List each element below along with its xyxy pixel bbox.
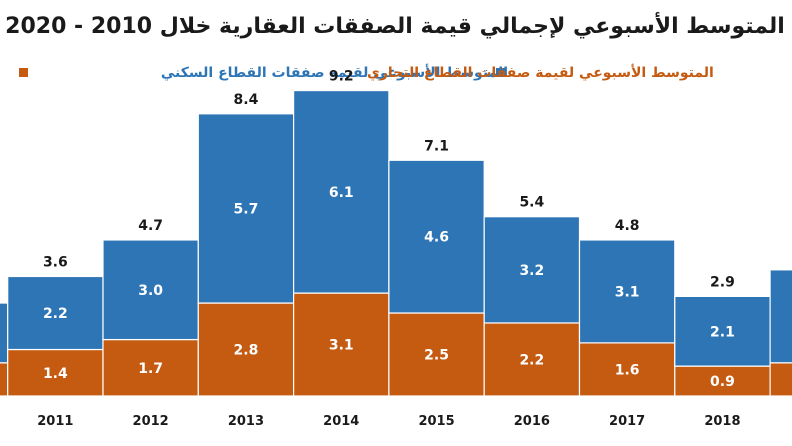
label-residential-2011: 2.2: [43, 306, 68, 322]
bars: [0, 89, 792, 397]
bar-residential-2014: [293, 89, 390, 294]
label-total-2014: 9.2: [329, 69, 354, 85]
x-tick-2011: 2011: [37, 414, 73, 429]
label-total-2016: 5.4: [519, 195, 544, 211]
bar-residential-2012: [102, 239, 199, 341]
label-total-2018: 2.9: [710, 274, 735, 290]
label-commercial-2015: 2.5: [424, 348, 449, 364]
label-residential-2018: 2.1: [710, 324, 735, 340]
legend-swatch-commercial: [19, 68, 28, 77]
label-total-2012: 4.7: [138, 218, 163, 234]
legend-swatch-residential: [496, 68, 505, 77]
label-total-2017: 4.8: [615, 218, 640, 234]
label-residential-2017: 3.1: [615, 284, 640, 300]
label-commercial-2011: 1.4: [43, 366, 68, 382]
bar-commercial-2014: [293, 292, 390, 397]
label-residential-2012: 3.0: [138, 283, 163, 299]
bar-residential-2015: [388, 159, 485, 314]
x-tick-2016: 2016: [514, 414, 550, 429]
x-tick-2014: 2014: [323, 414, 359, 429]
bar-residential-2018: [674, 295, 771, 367]
legend: المتوسط الأسبوعي لقيمة صفقات القطاع السك…: [19, 64, 714, 82]
label-total-2013: 8.4: [234, 92, 259, 108]
bar-commercial-2012: [102, 338, 199, 397]
bar-commercial-2010: [0, 362, 9, 397]
bar-residential-2019: [769, 269, 792, 364]
chart-title: المتوسط الأسبوعي لإجمالي قيمة الصفقات ال…: [5, 11, 785, 39]
label-commercial-2018: 0.9: [710, 374, 735, 390]
bar-commercial-2017: [578, 342, 676, 397]
bar-commercial-2018: [674, 365, 771, 397]
data-labels: 1.4 2.2 3.6 1.7 3.0 4.7 2.8 5.7 8.4 3.1 6.1 9.2 2.5 4…: [43, 69, 735, 391]
label-residential-2013: 5.7: [234, 201, 259, 217]
label-commercial-2014: 3.1: [329, 338, 354, 354]
label-residential-2014: 6.1: [329, 185, 354, 201]
label-commercial-2012: 1.7: [138, 361, 163, 377]
bar-residential-2011: [7, 275, 104, 351]
bar-residential-2010: [0, 302, 9, 364]
bar-commercial-2016: [483, 322, 581, 397]
label-residential-2015: 4.6: [424, 230, 449, 246]
label-total-2015: 7.1: [424, 138, 449, 154]
bar-commercial-2015: [388, 312, 485, 397]
x-tick-2013: 2013: [228, 414, 264, 429]
bar-residential-2016: [483, 216, 581, 324]
bar-commercial-2011: [7, 348, 104, 397]
label-commercial-2016: 2.2: [519, 352, 544, 368]
label-total-2011: 3.6: [43, 254, 68, 270]
x-tick-2018: 2018: [704, 414, 740, 429]
bar-residential-2017: [578, 239, 676, 344]
bar-commercial-2019: [769, 362, 792, 397]
bar-residential-2013: [197, 113, 295, 304]
label-residential-2016: 3.2: [519, 263, 544, 279]
x-axis: 2011 2012 2013 2014 2015 2016 2017 2018: [37, 414, 740, 429]
legend-label-residential: المتوسط الأسبوعي لقيمة صفقات القطاع السك…: [161, 64, 508, 81]
label-commercial-2017: 1.6: [615, 362, 640, 378]
label-commercial-2013: 2.8: [234, 343, 259, 359]
x-tick-2015: 2015: [418, 414, 454, 429]
legend-label-commercial: المتوسط الأسبوعي لقيمة صفقات القطاع التج…: [367, 64, 714, 82]
x-tick-2017: 2017: [609, 414, 645, 429]
x-tick-2012: 2012: [133, 414, 169, 429]
